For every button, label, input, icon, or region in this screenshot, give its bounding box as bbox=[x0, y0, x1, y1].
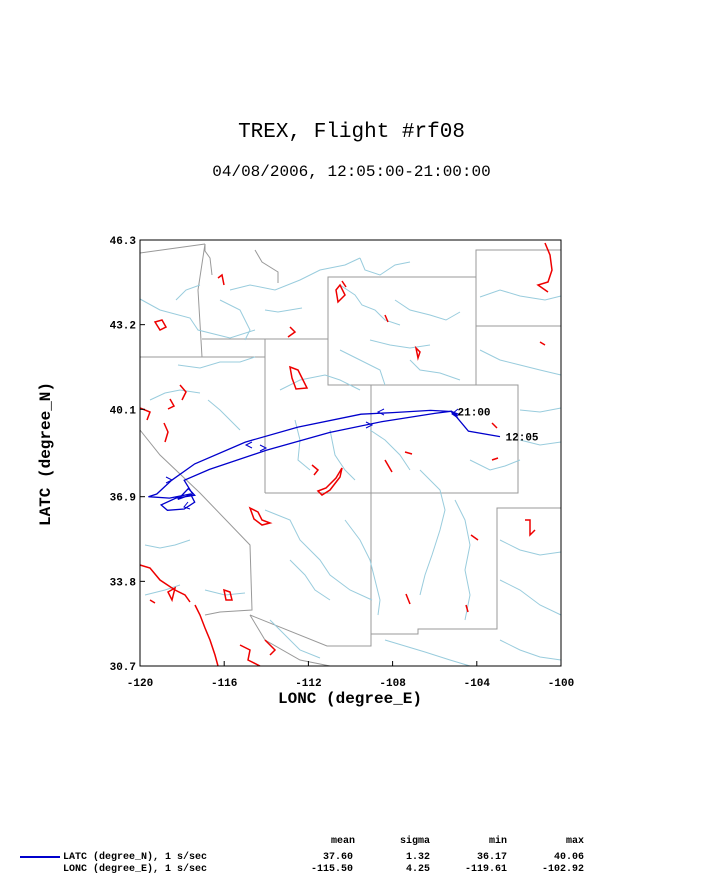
stats-sigma: 1.32 bbox=[405, 852, 430, 863]
stats-row: LATC (degree_N), 1 s/sec 37.60 1.32 36.1… bbox=[0, 852, 703, 864]
stats-mean: -115.50 bbox=[310, 864, 353, 875]
stats-min: -119.61 bbox=[464, 864, 507, 875]
stats-sigma: 4.25 bbox=[405, 864, 430, 875]
stats-row-label: LONC (degree_E), 1 s/sec bbox=[63, 864, 208, 875]
x-tick-label: -116 bbox=[211, 678, 237, 690]
x-tick-label: -100 bbox=[548, 678, 574, 690]
x-axis-label: LONC (degree_E) bbox=[277, 690, 423, 708]
stats-max: 40.06 bbox=[553, 852, 584, 863]
state-borders bbox=[139, 243, 561, 667]
time-annotation: 12:05 bbox=[506, 433, 539, 445]
stats-header-sigma: sigma bbox=[399, 836, 430, 847]
x-tick-labels: -120 -116 -112 -108 -104 -100 bbox=[127, 678, 574, 690]
y-tick-label: 30.7 bbox=[110, 662, 136, 674]
stats-header-mean: mean bbox=[330, 836, 355, 847]
flight-track-line bbox=[148, 409, 501, 511]
y-tick-label: 33.8 bbox=[110, 577, 137, 589]
x-tick-label: -112 bbox=[295, 678, 321, 690]
chart-subtitle: 04/08/2006, 12:05:00-21:00:00 bbox=[212, 163, 491, 181]
y-tick-label: 43.2 bbox=[110, 321, 136, 333]
y-axis-label: LATC (degree_N) bbox=[37, 381, 55, 527]
y-tick-label: 40.1 bbox=[110, 405, 137, 417]
x-tick-label: -120 bbox=[127, 678, 153, 690]
stats-row-label: LATC (degree_N), 1 s/sec bbox=[63, 852, 208, 863]
x-tick-label: -104 bbox=[464, 678, 491, 690]
axis-ticks bbox=[139, 239, 562, 667]
stats-min: 36.17 bbox=[476, 852, 507, 863]
statistics-legend: mean sigma min max LATC (degree_N), 1 s/… bbox=[0, 836, 703, 880]
stats-mean: 37.60 bbox=[322, 852, 353, 863]
stats-header-max: max bbox=[565, 836, 584, 847]
y-tick-label: 36.9 bbox=[110, 493, 136, 505]
chart-title: TREX, Flight #rf08 bbox=[238, 121, 465, 144]
time-annotations: 12:05 21:00 bbox=[458, 407, 539, 444]
plot-frame bbox=[139, 239, 562, 667]
stats-max: -102.92 bbox=[541, 864, 584, 875]
time-annotation: 21:00 bbox=[458, 407, 491, 419]
rivers bbox=[139, 257, 562, 667]
map-layer bbox=[139, 242, 562, 667]
y-tick-labels: 46.3 43.2 40.1 36.9 33.8 30.7 bbox=[110, 236, 137, 674]
x-tick-label: -108 bbox=[379, 678, 406, 690]
stats-row: LONC (degree_E), 1 s/sec -115.50 4.25 -1… bbox=[0, 864, 703, 876]
stats-header-min: min bbox=[488, 836, 507, 847]
y-tick-label: 46.3 bbox=[110, 236, 137, 248]
legend-line-swatch bbox=[20, 856, 60, 858]
direction-arrows bbox=[165, 408, 459, 510]
terrain-contours bbox=[139, 242, 553, 667]
